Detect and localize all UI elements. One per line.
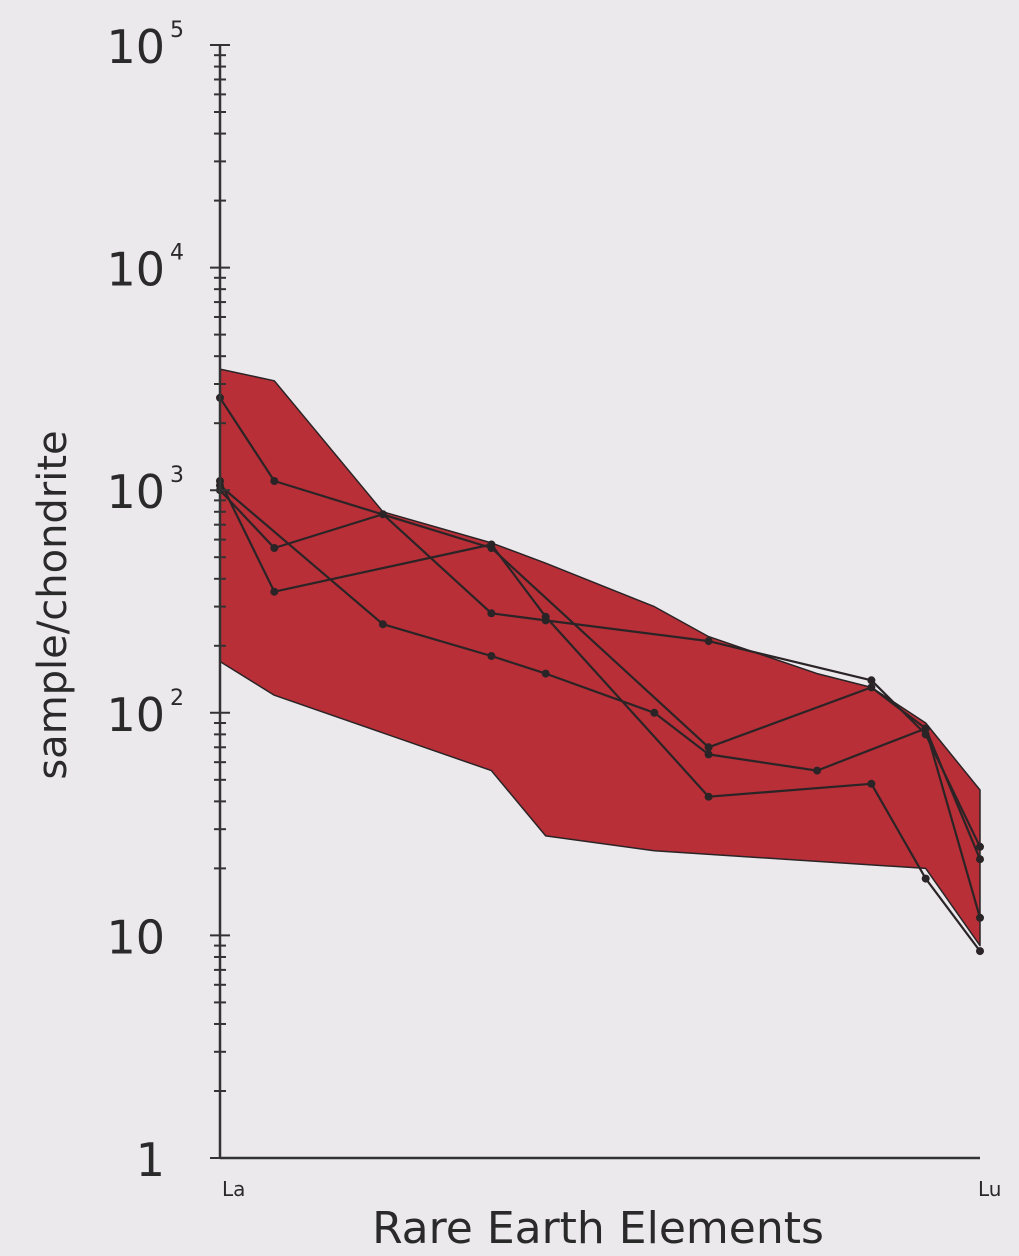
series-2-point-7 <box>921 874 930 883</box>
series-2-point-5 <box>704 792 713 801</box>
series-3-point-7 <box>867 676 876 685</box>
ree-series-group <box>216 393 984 956</box>
y-tick-label-3: 10 <box>106 688 165 742</box>
y-tick-exponent-4: 3 <box>170 463 184 488</box>
series-4-point-9 <box>976 913 984 922</box>
series-3-point-9 <box>976 842 984 851</box>
series-2-point-2 <box>270 587 279 596</box>
y-tick-label-1: 1 <box>136 1133 165 1187</box>
y-tick-label-5: 10 <box>106 243 165 297</box>
y-tick-exponent-6: 5 <box>170 18 184 43</box>
y-tick-exponent-5: 4 <box>170 241 184 266</box>
series-1-point-2 <box>270 477 279 485</box>
y-tick-label-6: 10 <box>106 20 165 74</box>
series-line-2 <box>219 480 981 952</box>
series-2-point-6 <box>867 779 876 788</box>
ree-range-band <box>219 368 981 947</box>
ree-range-band-group <box>219 368 981 947</box>
series-2-point-8 <box>976 947 984 956</box>
x-tick-label-la: La <box>222 1177 245 1201</box>
series-3-point-5 <box>541 616 550 625</box>
series-4-point-6 <box>704 750 713 759</box>
series-4-point-7 <box>813 766 822 775</box>
series-1-point-4 <box>704 743 713 752</box>
x-tick-label-lu: Lu <box>978 1177 1001 1201</box>
series-1-point-5 <box>867 683 876 692</box>
x-axis-title: Rare Earth Elements <box>372 1203 824 1254</box>
axes-group <box>210 44 980 1160</box>
series-2-point-3 <box>487 540 496 549</box>
series-4-point-5 <box>650 708 659 717</box>
series-4-point-8 <box>921 724 930 733</box>
y-tick-label-2: 10 <box>106 910 165 964</box>
y-tick-label-4: 10 <box>106 465 165 519</box>
series-3-point-4 <box>487 609 496 618</box>
series-3-point-6 <box>704 637 713 646</box>
series-3-point-3 <box>378 510 387 519</box>
series-3-point-2 <box>270 544 279 552</box>
series-4-point-4 <box>541 669 550 678</box>
y-tick-exponent-3: 2 <box>170 686 184 711</box>
series-1-point-7 <box>976 855 984 864</box>
y-axis-title: sample/chondrite <box>30 430 76 779</box>
series-4-point-2 <box>378 620 387 629</box>
series-4-point-3 <box>487 652 496 660</box>
